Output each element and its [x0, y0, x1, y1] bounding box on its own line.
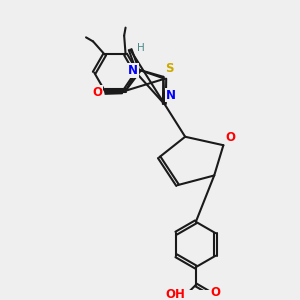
Text: H: H: [137, 43, 145, 53]
Text: O: O: [211, 286, 221, 299]
Text: S: S: [165, 62, 173, 75]
Text: N: N: [128, 64, 138, 77]
Text: OH: OH: [165, 288, 185, 300]
Text: O: O: [92, 86, 102, 99]
Text: N: N: [166, 89, 176, 102]
Text: O: O: [226, 131, 236, 144]
